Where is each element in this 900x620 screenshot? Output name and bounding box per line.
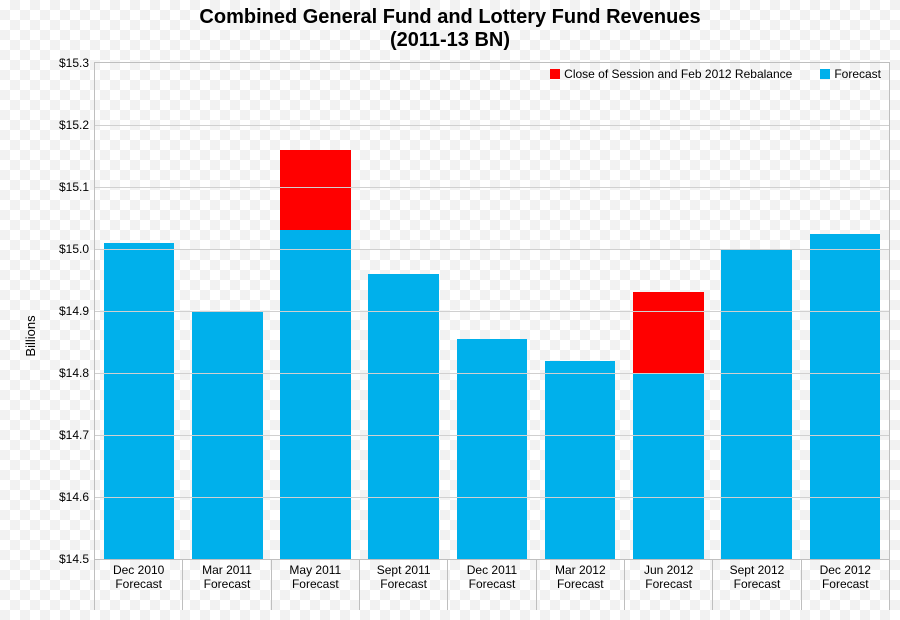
grid-line (95, 435, 889, 436)
legend: Close of Session and Feb 2012 Rebalance … (550, 67, 881, 81)
y-tick-label: $15.2 (59, 118, 95, 132)
y-tick-label: $15.1 (59, 180, 95, 194)
x-tick-line1: Mar 2012 (555, 564, 606, 578)
x-tick-line1: Dec 2011 (467, 564, 517, 578)
y-tick-label: $14.9 (59, 304, 95, 318)
x-tick-line2: Forecast (645, 578, 692, 592)
y-tick-label: $14.8 (59, 366, 95, 380)
chart-title-line2: (2011-13 BN) (0, 29, 900, 52)
x-tick-line2: Forecast (734, 578, 781, 592)
chart-title-line1: Combined General Fund and Lottery Fund R… (0, 6, 900, 29)
x-tick-label: May 2011Forecast (272, 560, 360, 610)
y-tick-label: $14.7 (59, 428, 95, 442)
y-axis-title: Billions (23, 315, 38, 356)
bar-segment-rebalance (633, 292, 704, 373)
y-tick-label: $14.5 (59, 552, 95, 566)
bar-segment-forecast (810, 234, 881, 560)
x-tick-line1: Jun 2012 (644, 564, 693, 578)
x-tick-line2: Forecast (292, 578, 339, 592)
x-tick-line2: Forecast (469, 578, 516, 592)
grid-line (95, 187, 889, 188)
y-tick-label: $15.3 (59, 56, 95, 70)
bar-segment-forecast (457, 339, 528, 559)
bar-segment-forecast (545, 361, 616, 559)
x-tick-line2: Forecast (115, 578, 162, 592)
grid-line (95, 125, 889, 126)
x-tick-label: Dec 2011Forecast (448, 560, 536, 610)
x-tick-line1: Dec 2010 (113, 564, 164, 578)
x-tick-label: Jun 2012Forecast (625, 560, 713, 610)
bar-segment-forecast (721, 249, 792, 559)
grid-line (95, 373, 889, 374)
legend-item-forecast: Forecast (820, 67, 881, 81)
x-tick-line1: Sept 2012 (730, 564, 785, 578)
bar-segment-forecast (633, 373, 704, 559)
plot-area: Close of Session and Feb 2012 Rebalance … (94, 62, 890, 560)
legend-swatch-forecast (820, 69, 830, 79)
chart-title: Combined General Fund and Lottery Fund R… (0, 6, 900, 52)
x-tick-line1: Dec 2012 (820, 564, 871, 578)
x-tick-label: Sept 2012Forecast (713, 560, 801, 610)
legend-label-rebalance: Close of Session and Feb 2012 Rebalance (564, 67, 792, 81)
x-tick-line1: Mar 2011 (202, 564, 252, 578)
x-tick-line1: May 2011 (289, 564, 341, 578)
bar-segment-forecast (280, 230, 351, 559)
grid-line (95, 497, 889, 498)
x-tick-line2: Forecast (380, 578, 427, 592)
bar-segment-forecast (104, 243, 175, 559)
x-tick-line2: Forecast (557, 578, 604, 592)
x-tick-label: Dec 2010Forecast (94, 560, 183, 610)
x-axis-labels: Dec 2010ForecastMar 2011ForecastMay 2011… (94, 560, 890, 610)
x-tick-line1: Sept 2011 (377, 564, 431, 578)
x-tick-label: Sept 2011Forecast (360, 560, 448, 610)
legend-item-rebalance: Close of Session and Feb 2012 Rebalance (550, 67, 792, 81)
x-tick-label: Mar 2011Forecast (183, 560, 271, 610)
legend-swatch-rebalance (550, 69, 560, 79)
x-tick-line2: Forecast (204, 578, 251, 592)
legend-label-forecast: Forecast (834, 67, 881, 81)
x-tick-line2: Forecast (822, 578, 869, 592)
bar-segment-forecast (368, 274, 439, 559)
y-tick-label: $15.0 (59, 242, 95, 256)
bar-segment-rebalance (280, 150, 351, 231)
grid-line (95, 249, 889, 250)
chart-area: Billions Close of Session and Feb 2012 R… (34, 62, 890, 610)
x-tick-label: Mar 2012Forecast (537, 560, 625, 610)
grid-line (95, 311, 889, 312)
x-tick-label: Dec 2012Forecast (802, 560, 890, 610)
y-tick-label: $14.6 (59, 490, 95, 504)
